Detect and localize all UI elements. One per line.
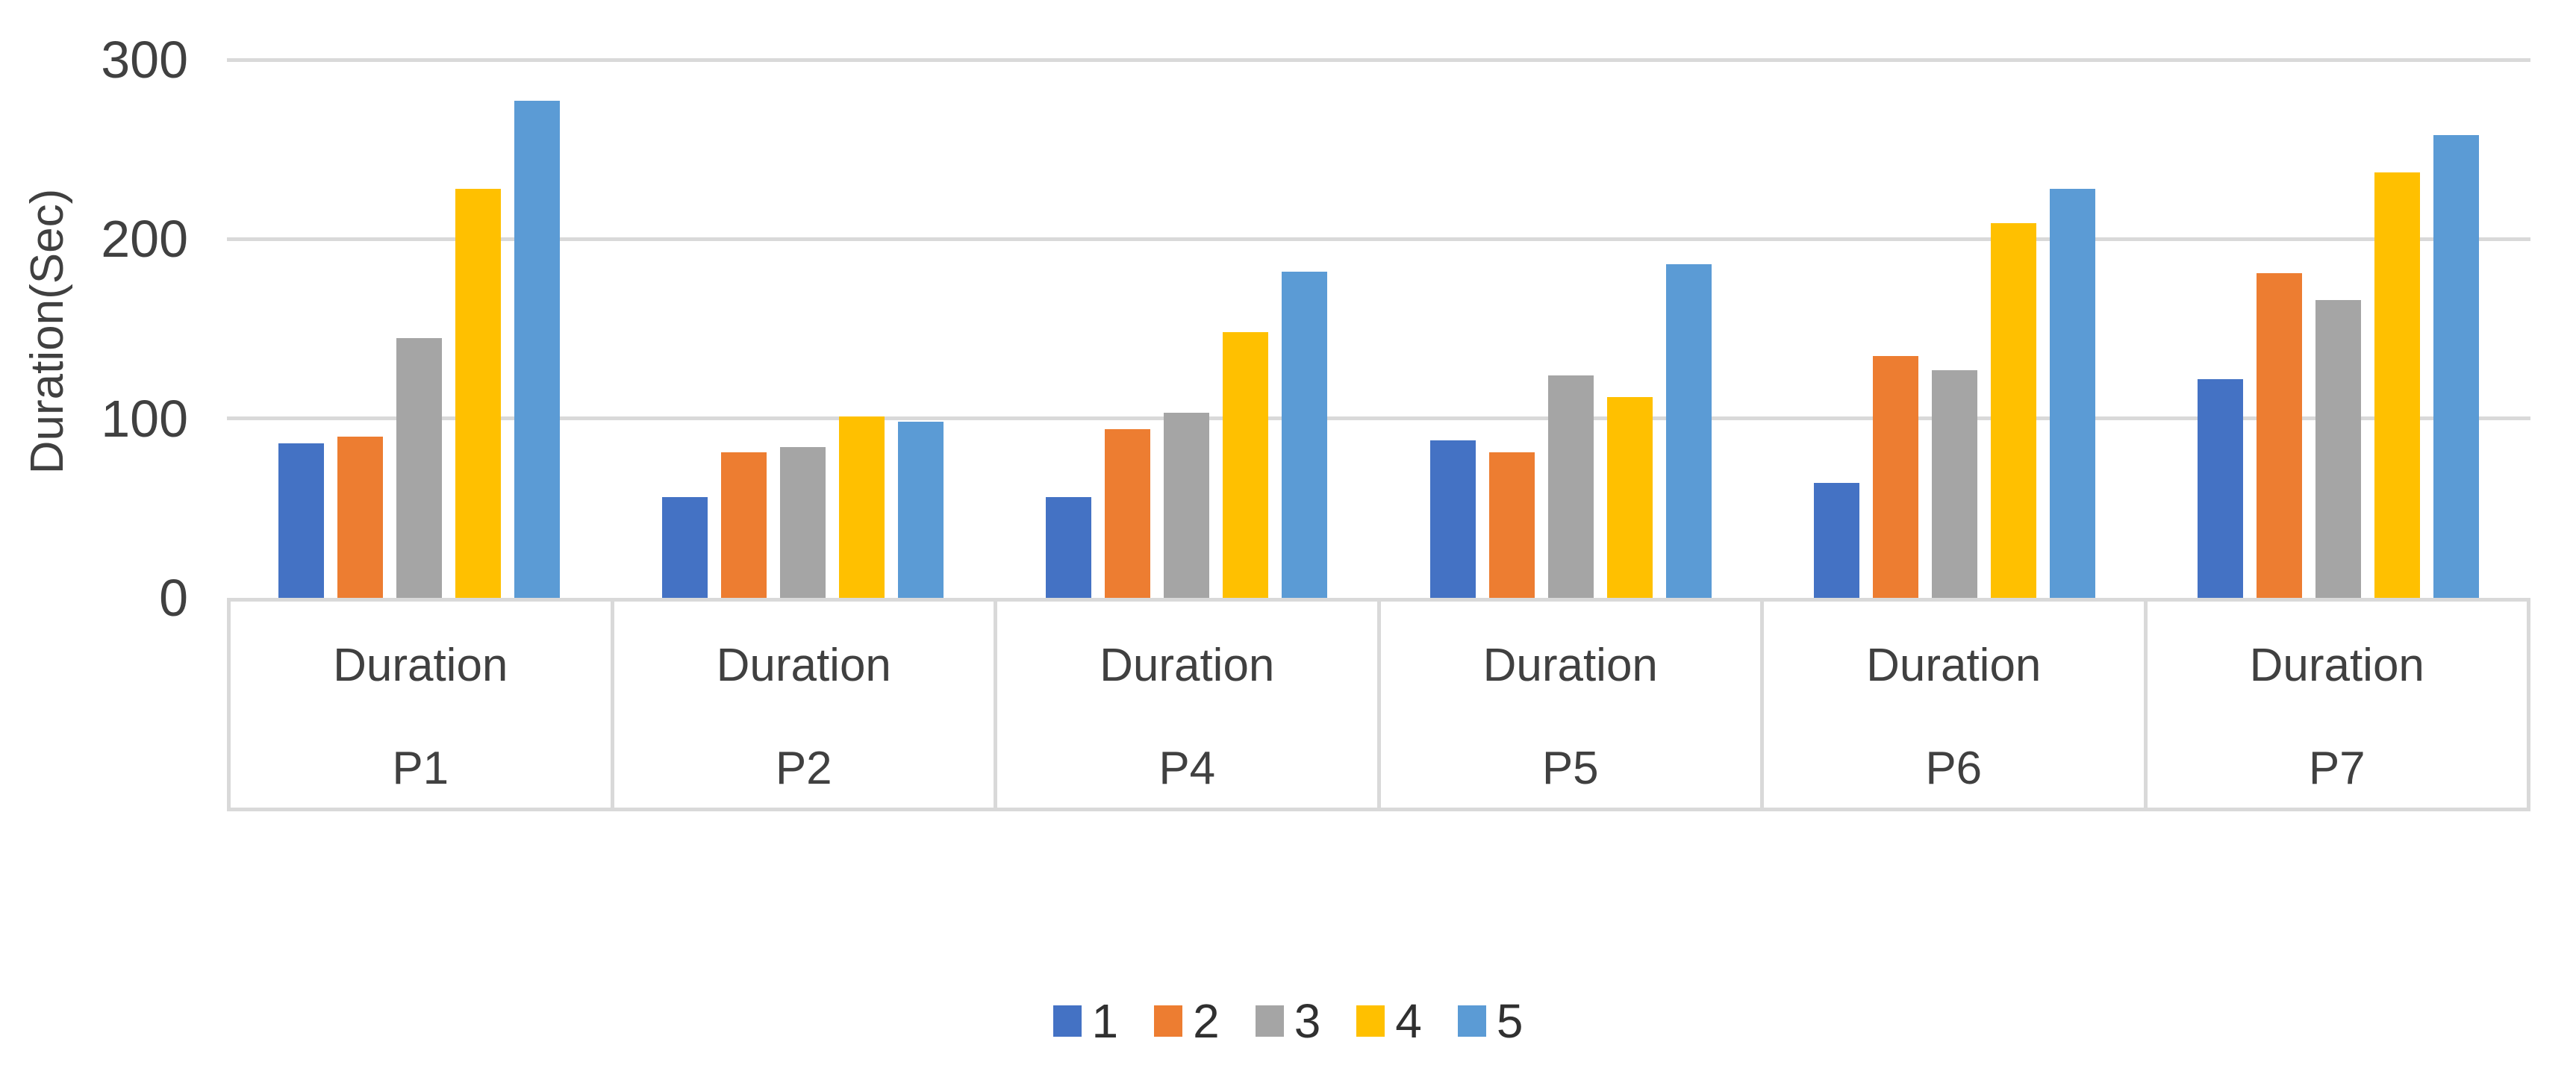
legend-label: 5 — [1496, 994, 1524, 1048]
bar-series-5-P2 — [897, 422, 944, 598]
bar-series-5-P5 — [1665, 263, 1712, 598]
category-label: P2 — [775, 742, 832, 794]
bar-series-2-P1 — [337, 436, 383, 598]
bar-group-P2 — [611, 60, 994, 598]
bar-series-4-P5 — [1606, 396, 1653, 598]
legend-item-5: 5 — [1457, 994, 1524, 1048]
category-sublabel: Duration — [2249, 639, 2424, 691]
bar-series-3-P2 — [779, 447, 826, 598]
legend-item-4: 4 — [1356, 997, 1422, 1045]
plot-area — [227, 57, 2530, 598]
bar-series-1-P1 — [278, 443, 324, 598]
y-tick-label: 100 — [101, 389, 188, 448]
bar-series-1-P5 — [1429, 440, 1476, 598]
bar-series-2-P7 — [2257, 273, 2303, 598]
category-label: P6 — [1925, 742, 1983, 794]
category-cell-P7: Duration P7 — [2148, 602, 2527, 808]
legend-label: 1 — [1091, 994, 1119, 1048]
category-sublabel: Duration — [716, 639, 891, 691]
bar-series-5-P4 — [1282, 271, 1328, 598]
bar-series-2-P5 — [1488, 452, 1535, 598]
category-cell-P4: Duration P4 — [997, 602, 1381, 808]
bar-series-1-P7 — [2198, 378, 2244, 598]
bar-series-3-P7 — [2315, 300, 2362, 598]
legend-marker-icon — [1255, 1005, 1284, 1037]
category-label: P1 — [392, 742, 449, 794]
legend-marker-icon — [1052, 1005, 1082, 1037]
bar-series-3-P1 — [396, 337, 442, 598]
legend-item-2: 2 — [1154, 997, 1220, 1045]
legend: 1 2 3 4 5 — [0, 993, 2576, 1049]
category-cell-P5: Duration P5 — [1381, 602, 1764, 808]
legend-marker-icon — [1356, 1005, 1385, 1037]
legend-marker-icon — [1457, 1005, 1486, 1037]
bar-group-P7 — [2147, 60, 2530, 598]
category-label: P4 — [1158, 742, 1216, 794]
legend-label: 2 — [1193, 994, 1220, 1048]
bar-group-P1 — [227, 60, 611, 598]
y-tick-label: 200 — [101, 210, 188, 269]
category-sublabel: Duration — [1100, 639, 1275, 691]
bar-series-2-P6 — [1872, 355, 1918, 598]
bar-series-5-P6 — [2049, 189, 2095, 598]
bar-series-2-P2 — [720, 452, 767, 598]
bar-series-4-P6 — [1990, 222, 2036, 598]
gridline-200 — [227, 237, 2530, 241]
y-axis-tick-labels: 300 200 100 0 — [0, 34, 188, 624]
gridline-100 — [227, 416, 2530, 421]
category-sublabel: Duration — [1866, 639, 2042, 691]
bar-series-3-P4 — [1164, 413, 1210, 598]
bar-group-P4 — [995, 60, 1379, 598]
bar-series-5-P1 — [514, 101, 560, 598]
bar-series-4-P2 — [838, 416, 885, 598]
bar-series-3-P6 — [1931, 369, 1977, 598]
bar-group-P6 — [1762, 60, 2146, 598]
bar-groups — [227, 60, 2530, 598]
legend-label: 4 — [1395, 994, 1422, 1048]
bar-series-1-P2 — [661, 497, 708, 598]
bar-series-3-P5 — [1547, 375, 1594, 598]
category-label: P5 — [1541, 742, 1599, 794]
bar-series-1-P6 — [1813, 483, 1859, 598]
category-cell-P2: Duration P2 — [614, 602, 997, 808]
bar-series-2-P4 — [1105, 429, 1151, 598]
legend-marker-icon — [1154, 1005, 1183, 1037]
legend-item-3: 3 — [1255, 994, 1321, 1048]
legend-item-1: 1 — [1052, 994, 1119, 1048]
category-sublabel: Duration — [1482, 639, 1658, 691]
category-sublabel: Duration — [333, 639, 508, 691]
category-axis-table: Duration P1 Duration P2 Duration P4 Duration P5… — [227, 598, 2530, 811]
gridline-300 — [227, 57, 2530, 62]
bar-series-1-P4 — [1046, 497, 1092, 598]
bar-series-4-P7 — [2374, 172, 2421, 598]
category-label: P7 — [2308, 742, 2366, 794]
bar-group-P5 — [1379, 60, 1762, 598]
category-cell-P1: Duration P1 — [231, 602, 614, 808]
y-tick-label: 0 — [159, 569, 188, 627]
bar-series-4-P1 — [455, 189, 501, 598]
bar-series-4-P4 — [1223, 332, 1269, 598]
bar-series-5-P7 — [2433, 134, 2480, 598]
y-tick-label: 300 — [101, 31, 188, 89]
legend-label: 3 — [1294, 994, 1321, 1048]
category-cell-P6: Duration P6 — [1764, 602, 2148, 808]
